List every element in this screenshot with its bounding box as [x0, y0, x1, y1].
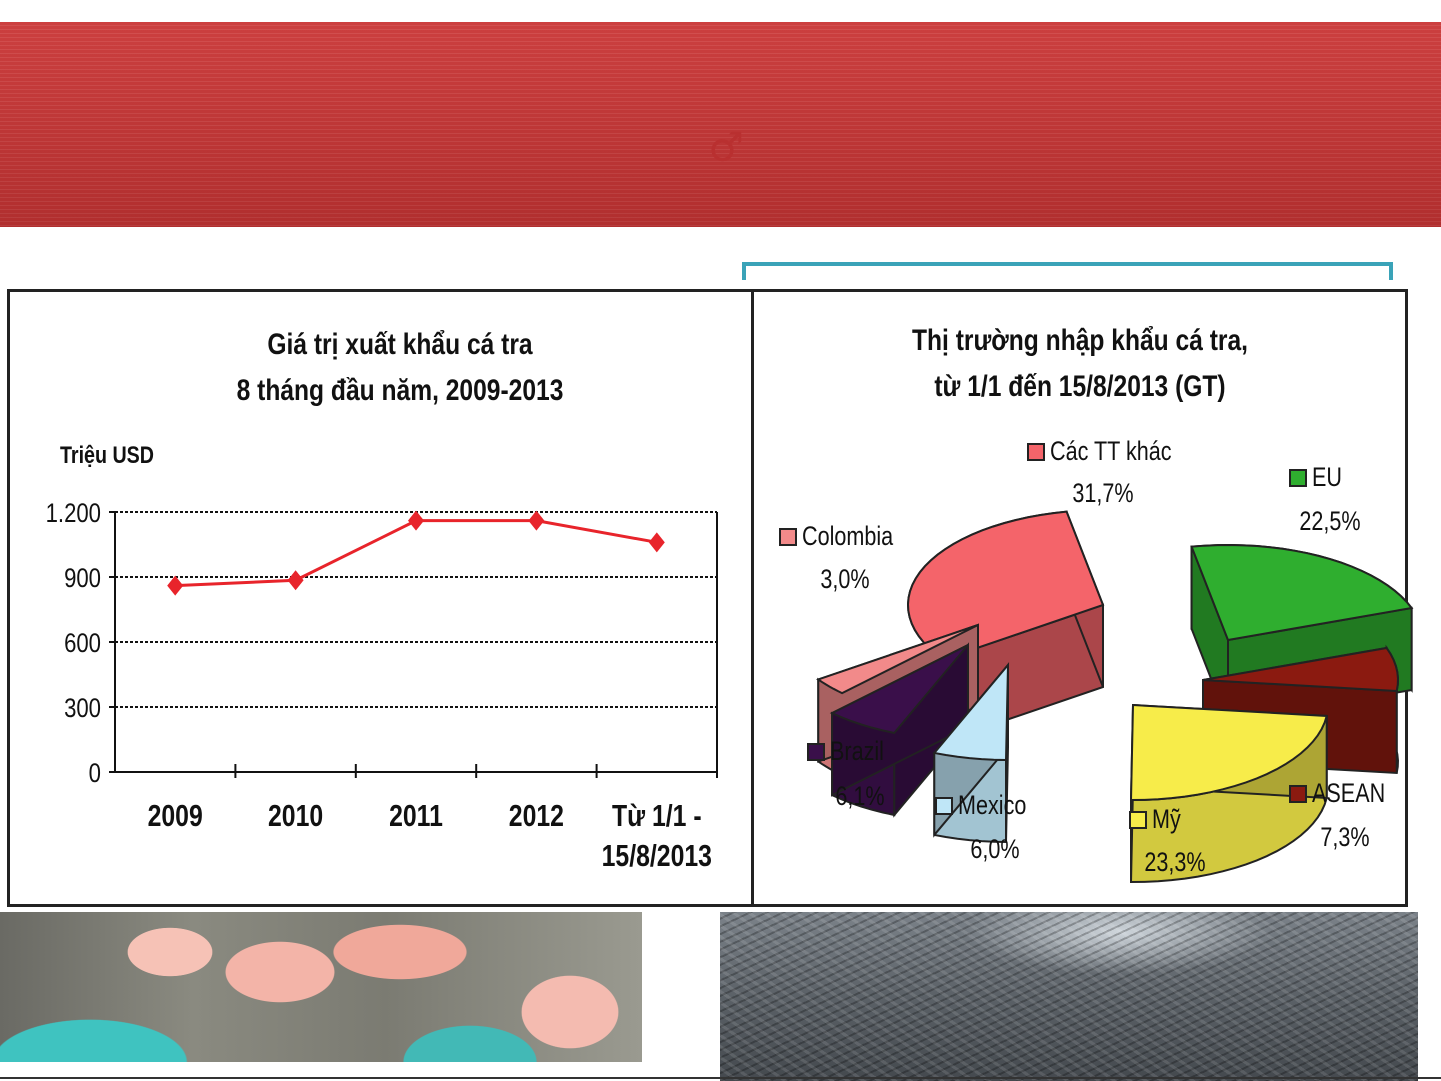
x-tick-label: 2012	[509, 798, 564, 832]
legend-swatch-c-c-tt-kh-c	[1027, 443, 1045, 461]
legend-swatch-m-	[1129, 811, 1147, 829]
header-banner: ♂	[0, 22, 1441, 227]
y-tick-label: 600	[64, 629, 101, 659]
legend-swatch-asean	[1289, 785, 1307, 803]
legend-label-m-: Mỹ	[1152, 805, 1181, 835]
legend-value-mexico: 6,0%	[970, 835, 1019, 865]
data-point-marker	[408, 510, 424, 531]
pie-slice-brazil	[829, 642, 969, 818]
banner-watermark-glyph: ♂	[708, 125, 744, 171]
legend-label-brazil: Brazil	[830, 737, 884, 767]
x-tick-label: 2010	[268, 798, 323, 832]
data-point-marker	[528, 510, 545, 531]
x-tick-label-line2: 15/8/2013	[602, 838, 712, 872]
line-chart-ylabel: Triệu USD	[60, 441, 154, 468]
legend-label-c-c-tt-kh-c: Các TT khác	[1050, 437, 1172, 467]
fish-fillet-photo	[0, 912, 642, 1062]
legend-value-eu: 22,5%	[1299, 507, 1360, 537]
pie-slice-c-c-tt-kh-c	[907, 510, 1105, 744]
legend-label-mexico: Mexico	[958, 791, 1026, 821]
legend-label-colombia: Colombia	[802, 522, 894, 552]
legend-value-c-c-tt-kh-c: 31,7%	[1072, 479, 1133, 509]
pie-chart-title-line2: từ 1/1 đến 15/8/2013 (GT)	[934, 370, 1226, 403]
x-tick-label: 2009	[148, 798, 203, 832]
y-tick-label: 1.200	[46, 499, 101, 529]
pie-slice-m-	[1129, 703, 1329, 884]
pie-chart-title-line1: Thị trường nhập khẩu cá tra,	[911, 324, 1248, 357]
y-tick-label: 900	[64, 564, 101, 594]
x-tick-label: 2011	[389, 798, 443, 832]
y-tick-label: 300	[64, 694, 101, 724]
legend-value-m-: 23,3%	[1144, 848, 1205, 878]
y-tick-label: 0	[89, 759, 101, 789]
line-chart-title-line2: 8 tháng đầu năm, 2009-2013	[236, 374, 564, 407]
line-chart-title: Giá trị xuất khẩu cá tra 8 tháng đầu năm…	[170, 322, 629, 414]
legend-swatch-eu	[1289, 469, 1307, 487]
legend-label-eu: EU	[1312, 463, 1342, 493]
legend-label-asean: ASEAN	[1312, 779, 1385, 809]
legend-value-asean: 7,3%	[1320, 823, 1369, 853]
legend-value-colombia: 3,0%	[820, 565, 869, 595]
data-point-marker	[287, 570, 304, 591]
data-point-marker	[167, 575, 184, 596]
legend-swatch-mexico	[935, 797, 953, 815]
bottom-divider	[0, 1077, 1441, 1079]
pie-slice-mexico	[932, 662, 1010, 844]
line-chart-title-line1: Giá trị xuất khẩu cá tra	[267, 328, 533, 361]
fish-pond-photo	[720, 912, 1418, 1081]
data-point-marker	[648, 532, 665, 553]
legend-swatch-colombia	[779, 528, 797, 546]
charts-divider	[751, 289, 754, 907]
legend-value-brazil: 6,1%	[835, 782, 884, 812]
x-tick-label: Từ 1/1 -	[612, 798, 702, 832]
highlight-bracket	[742, 262, 1393, 280]
pie-chart-title: Thị trường nhập khẩu cá tra, từ 1/1 đến …	[842, 318, 1318, 410]
legend-swatch-brazil	[807, 743, 825, 761]
